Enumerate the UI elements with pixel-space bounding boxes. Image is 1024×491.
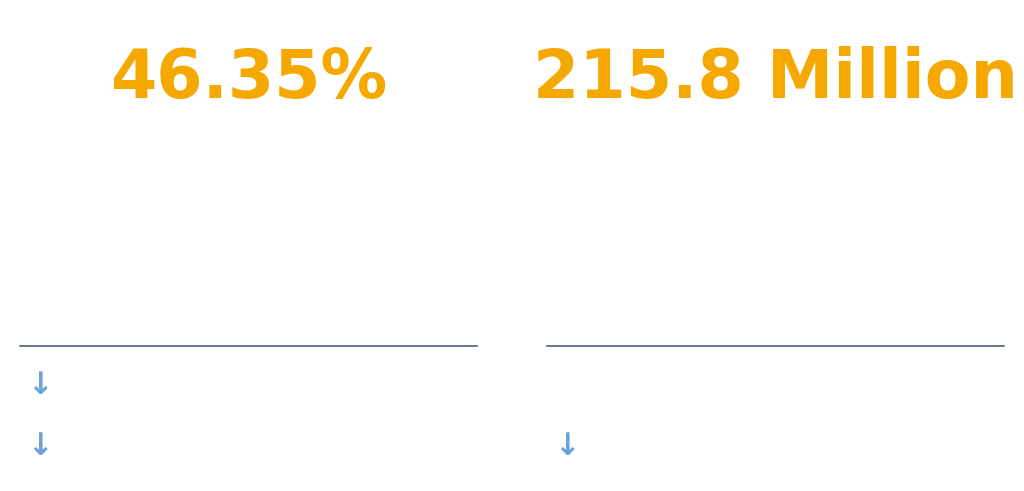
Text: conditions this week.: conditions this week. — [626, 293, 926, 316]
Text: 0.0%  since last week: 0.0% since last week — [611, 373, 941, 398]
Text: ↓: ↓ — [27, 432, 52, 462]
Text: 215.8 Million: 215.8 Million — [534, 46, 1018, 111]
Text: 2.5%  since last week: 2.5% since last week — [84, 373, 414, 398]
Text: ↓: ↓ — [27, 371, 52, 400]
Text: ↓: ↓ — [554, 432, 580, 462]
Text: —: — — [551, 369, 584, 402]
Text: of the U.S. and 55.38% of: of the U.S. and 55.38% of — [68, 185, 429, 208]
Text: 46.35%: 46.35% — [110, 46, 387, 111]
Text: 9.3%  since last month: 9.3% since last month — [84, 434, 432, 460]
Text: experiencing drought: experiencing drought — [624, 239, 928, 262]
Text: acres of crops in U.S. are: acres of crops in U.S. are — [598, 185, 953, 208]
Text: drought this week.: drought this week. — [115, 293, 382, 316]
Text: 3.4%  since last month: 3.4% since last month — [611, 434, 958, 460]
Text: the lower 48 states are in: the lower 48 states are in — [67, 239, 430, 262]
